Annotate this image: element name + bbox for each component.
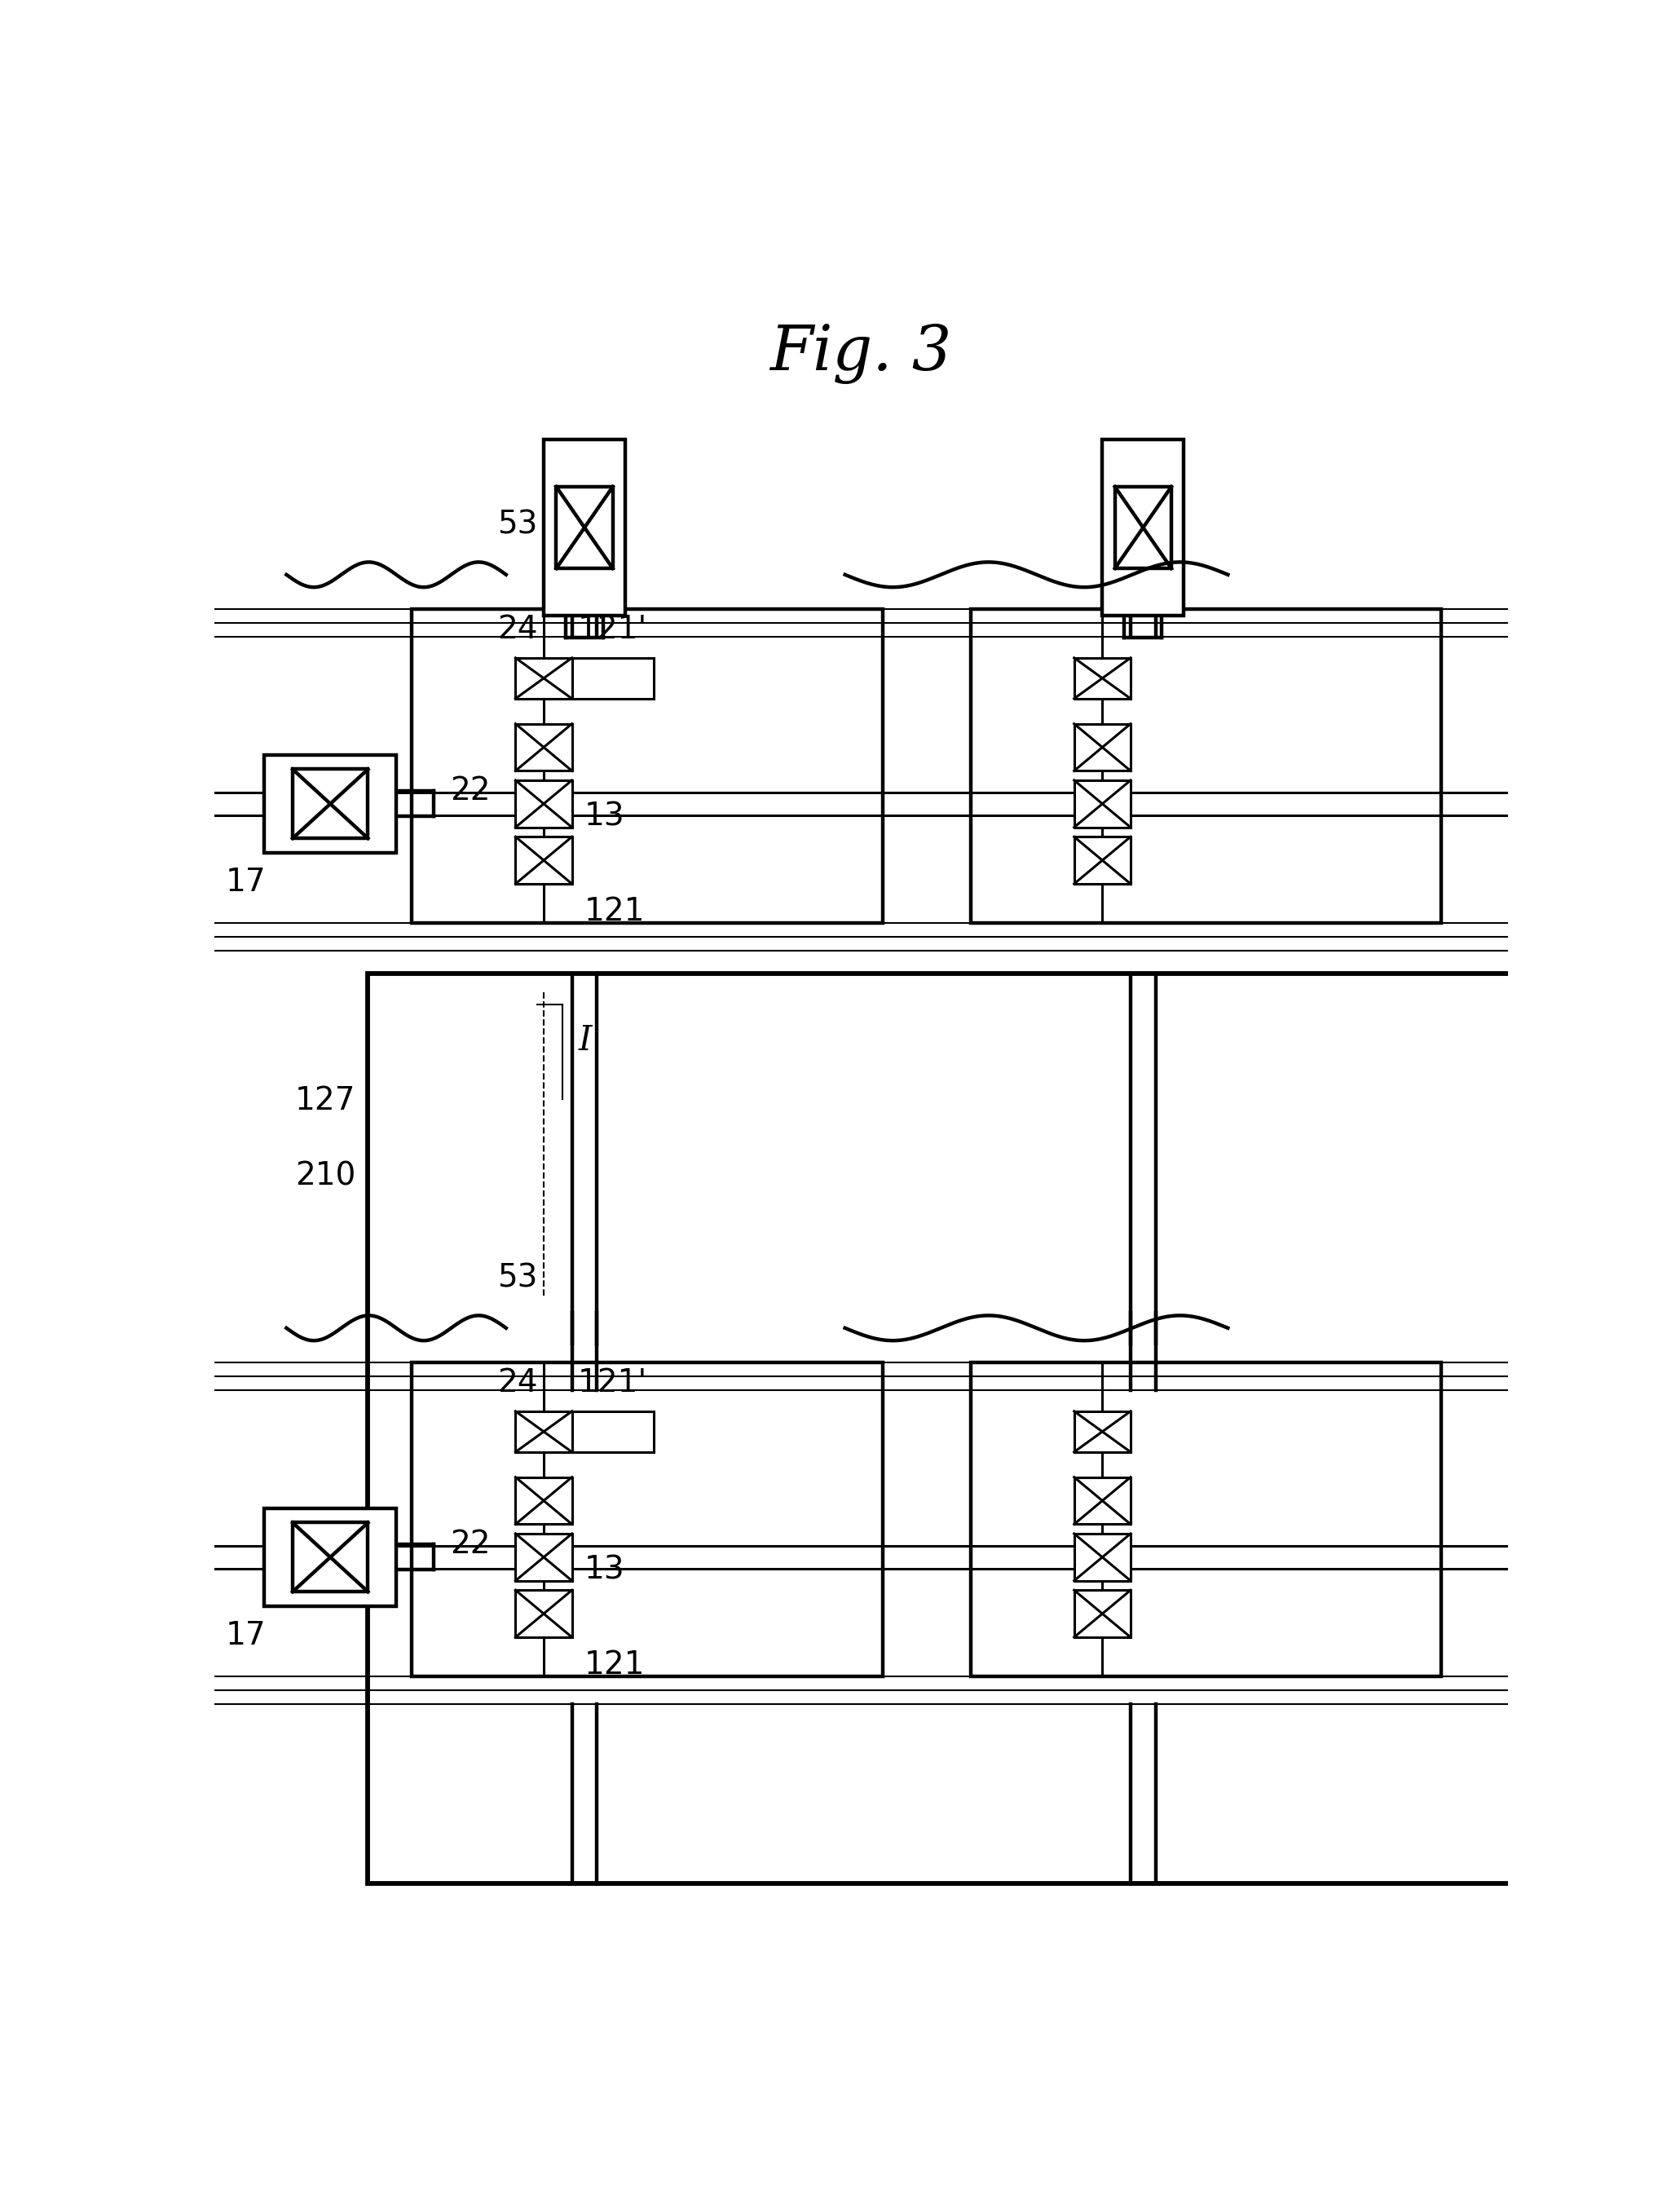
Text: 53: 53 [497, 1262, 538, 1293]
Text: 121: 121 [585, 897, 645, 928]
Bar [1116, 486, 1171, 567]
Bar [292, 1522, 368, 1592]
Bar [571, 658, 654, 699]
Text: 121': 121' [578, 614, 647, 644]
Bar [571, 1412, 654, 1451]
Bar [516, 1533, 571, 1581]
Text: 13: 13 [585, 800, 625, 831]
Text: 121': 121' [578, 1368, 647, 1399]
Bar [1074, 1412, 1131, 1451]
Text: 53: 53 [497, 508, 538, 541]
Bar [544, 440, 625, 616]
Text: 13: 13 [585, 1555, 625, 1585]
Bar [971, 1363, 1441, 1676]
Text: 24: 24 [497, 1368, 538, 1399]
Bar [516, 781, 571, 827]
Text: I: I [578, 1023, 591, 1058]
Bar [556, 486, 613, 567]
Bar [1074, 781, 1131, 827]
Bar [1074, 838, 1131, 884]
Bar [292, 770, 368, 838]
Bar [1074, 658, 1131, 699]
Text: Fig. 3: Fig. 3 [769, 323, 953, 385]
Bar [368, 974, 1536, 1885]
Text: 17: 17 [225, 866, 265, 897]
Bar [1074, 1590, 1131, 1638]
Bar [1074, 723, 1131, 772]
Bar [1074, 1478, 1131, 1524]
Bar [516, 838, 571, 884]
Text: 127: 127 [294, 1084, 356, 1115]
Bar [516, 1412, 571, 1451]
Text: 121: 121 [585, 1649, 645, 1680]
Bar [516, 658, 571, 699]
Text: 24: 24 [497, 614, 538, 644]
Text: 17: 17 [225, 1621, 265, 1651]
Text: 22: 22 [450, 776, 491, 807]
Bar [264, 754, 396, 853]
Bar [1102, 440, 1184, 616]
Bar [516, 723, 571, 772]
Bar [516, 1478, 571, 1524]
Bar [412, 609, 882, 924]
Bar [264, 1509, 396, 1605]
Text: 210: 210 [294, 1161, 356, 1192]
Bar [971, 609, 1441, 924]
Bar [516, 1590, 571, 1638]
Bar [1074, 1533, 1131, 1581]
Bar [412, 1363, 882, 1676]
Text: 22: 22 [450, 1528, 491, 1559]
